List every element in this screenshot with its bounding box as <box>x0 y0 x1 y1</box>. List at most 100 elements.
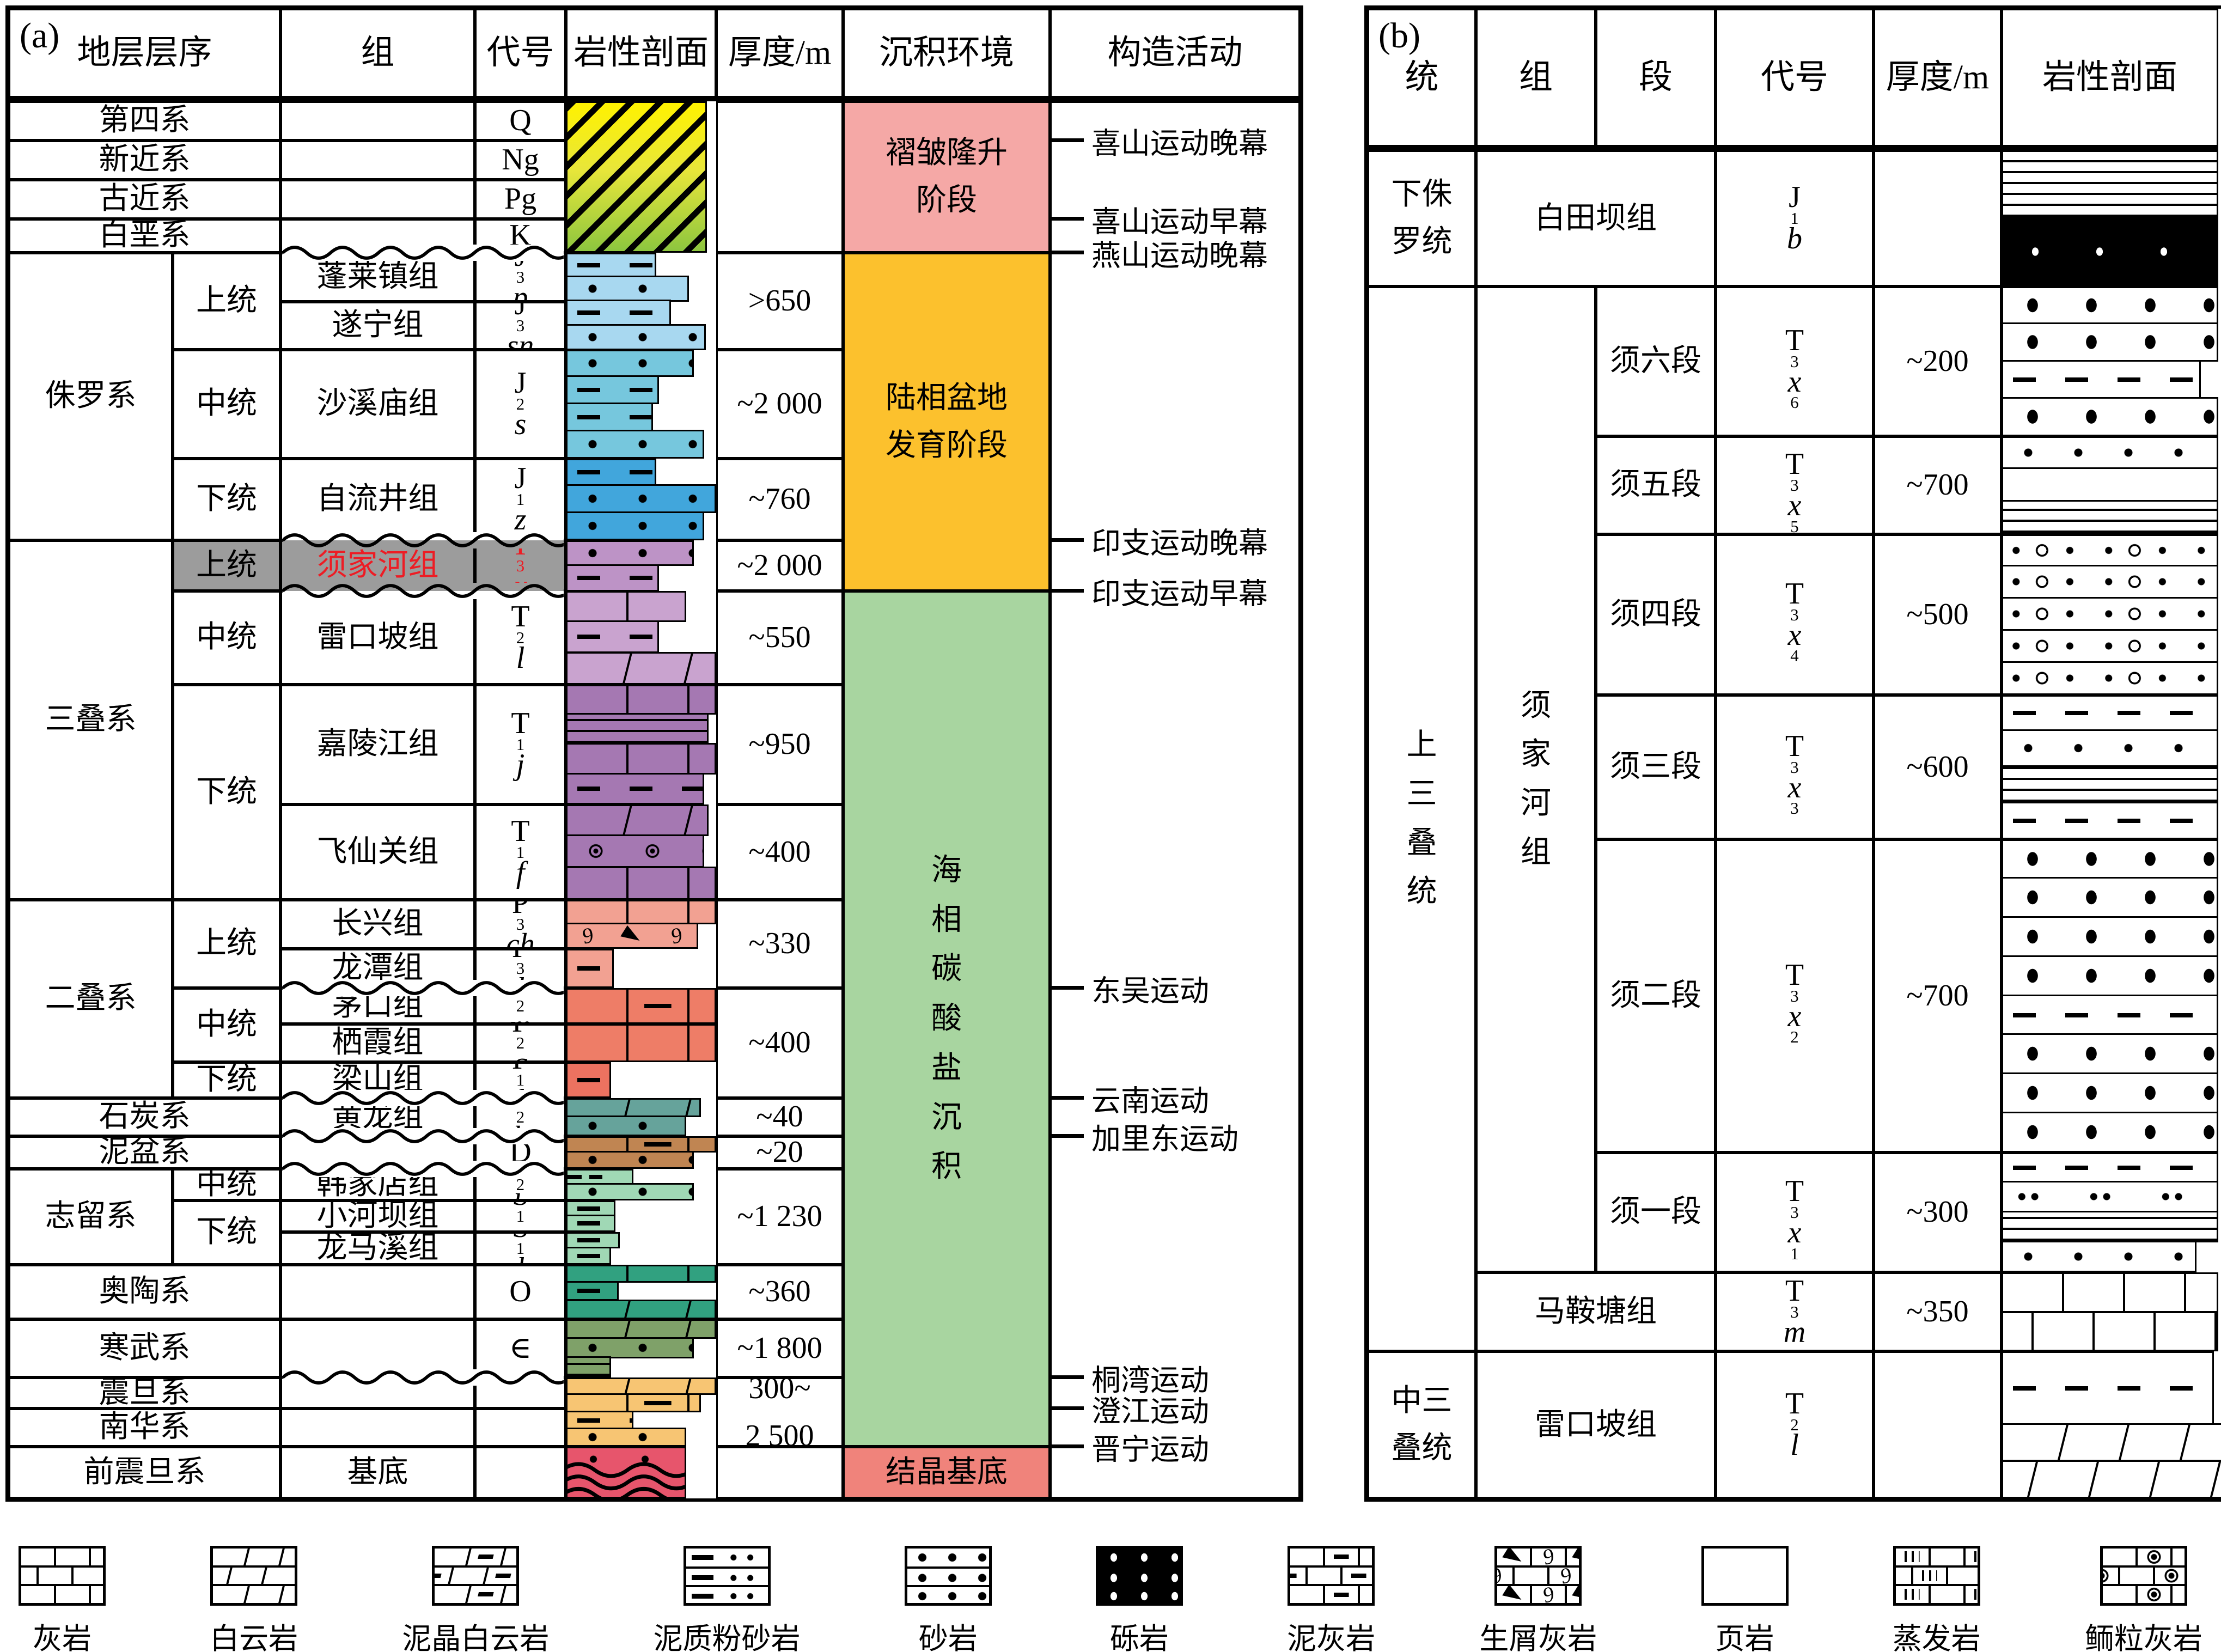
brick-cell <box>1567 1549 1579 1568</box>
brick-course <box>1895 1565 1978 1584</box>
legend-strip <box>907 1584 989 1603</box>
series-cell: 上统 <box>173 253 280 350</box>
bioclast-triangle <box>1502 1549 1526 1568</box>
brick-course <box>568 990 715 1022</box>
shell-glyph: 9 <box>1540 1581 1557 1606</box>
brick-course <box>568 1026 715 1060</box>
legend-swatch <box>19 1546 106 1606</box>
environment-cell: 褶皱隆升 阶段 <box>843 101 1050 253</box>
brick-course <box>213 1565 295 1584</box>
brick-cell <box>2034 1313 2095 1350</box>
brick-course <box>568 1266 715 1281</box>
legend-swatch <box>1288 1546 1375 1606</box>
brick-cell <box>568 1395 629 1411</box>
brick-course <box>2003 1460 2221 1497</box>
tectonic-tick <box>1049 1096 1084 1100</box>
brick-cell <box>2120 1567 2155 1584</box>
thickness-cell: ~330 <box>716 900 843 988</box>
tectonics-column <box>1050 101 1300 1498</box>
lithology-strip <box>566 430 704 459</box>
series-cell: 中统 <box>173 350 280 459</box>
brick-cell <box>2103 1549 2138 1565</box>
brick-cell <box>568 1026 629 1060</box>
lithology-strip <box>2002 877 2218 918</box>
brick-cell <box>2217 1313 2218 1350</box>
header-cell-thick: 厚度/m <box>1874 9 2002 150</box>
legend-swatch: 9999999 <box>1494 1546 1582 1606</box>
tectonic-tick <box>1049 1444 1084 1448</box>
tectonic-event-label: 云南运动 <box>1091 1084 1209 1118</box>
thickness-cell: ~600 <box>1874 695 2002 839</box>
brick-cell <box>629 901 690 923</box>
lithology-strip <box>2002 695 2218 731</box>
brick-cell <box>568 1301 631 1318</box>
formation-cell: 沙溪庙组 <box>280 350 475 459</box>
legend-item: 页岩 <box>1701 1546 1789 1652</box>
brick-course <box>435 1549 517 1565</box>
lithology-strip <box>2002 1033 2218 1074</box>
series-cell: 中统 <box>173 1169 280 1200</box>
brick-cell <box>626 1379 692 1393</box>
unconformity-wave <box>283 1161 564 1177</box>
lithology-strip <box>566 253 656 277</box>
brick-course <box>1895 1549 1978 1565</box>
thickness-cell: ~1 230 <box>716 1169 843 1265</box>
series-cell: 下统 <box>173 685 280 900</box>
legend-swatch <box>432 1546 520 1606</box>
brick-cell <box>2125 1274 2186 1311</box>
brick-cell <box>2156 1313 2217 1350</box>
header-cell-lithology: 岩性剖面 <box>566 9 716 101</box>
brick-cell <box>625 806 693 834</box>
legend-swatch <box>1893 1546 1980 1606</box>
brick-course <box>435 1584 517 1603</box>
bioclast-triangle <box>1572 1549 1579 1568</box>
header-cell-tong: 统 <box>1368 9 1476 150</box>
series-cell: 中三 叠统 <box>1368 1351 1476 1498</box>
brick-cell <box>228 1567 268 1584</box>
code-cell: ∈ <box>475 1319 566 1377</box>
brick-cell <box>450 1567 490 1584</box>
lithology-strip <box>566 1200 615 1216</box>
formation-cell: 嘉陵江组 <box>280 685 475 804</box>
brick-course <box>213 1584 295 1603</box>
brick-cell <box>2029 1462 2099 1497</box>
thickness-cell: ~40 <box>716 1098 843 1136</box>
legend-item: 泥晶白云岩 <box>402 1546 549 1652</box>
brick-cell <box>2102 1567 2120 1584</box>
brick-course <box>568 1379 715 1393</box>
brick-cell <box>21 1586 56 1603</box>
lithology-strip <box>2002 1241 2196 1272</box>
brick-cell <box>467 1586 507 1603</box>
tectonic-tick <box>1049 1134 1084 1138</box>
brick-cell: 9 <box>1532 1549 1567 1570</box>
brick-course <box>21 1549 103 1565</box>
thickness-cell: ~760 <box>716 459 843 540</box>
code-cell: P 3 ch <box>475 900 566 949</box>
brick-cell <box>1325 1586 1360 1603</box>
brick-course <box>568 1138 715 1151</box>
system-cell: 震旦系 <box>9 1377 280 1409</box>
brick-cell <box>1965 1549 1978 1565</box>
tectonic-tick <box>1049 589 1084 593</box>
brick-cell <box>1913 1567 1948 1584</box>
lithology-strip <box>566 101 707 253</box>
unconformity-wave <box>283 1128 564 1144</box>
legend-strip <box>686 1566 768 1587</box>
formation-cell: 基底 <box>280 1447 475 1498</box>
brick-course: 99 <box>1497 1549 1579 1570</box>
brick-course <box>2003 1310 2218 1350</box>
brick-cell: 9 <box>1532 1581 1567 1606</box>
unconformity-wave <box>283 1090 564 1106</box>
lithology-strip <box>2002 995 2218 1035</box>
brick-cell <box>629 593 685 620</box>
brick-cell <box>2155 1567 2185 1584</box>
brick-cell <box>629 1026 690 1060</box>
brick-cell <box>2003 1274 2064 1311</box>
tectonic-event-label: 晋宁运动 <box>1091 1433 1209 1466</box>
brick-cell <box>1497 1584 1533 1603</box>
lithology-strip <box>2002 467 2218 502</box>
lithology-strip <box>2002 916 2218 957</box>
unconformity-wave <box>283 532 564 548</box>
thickness-cell: ~300 <box>1874 1153 2002 1272</box>
formation-cell: 马鞍塘组 <box>1476 1272 1716 1351</box>
